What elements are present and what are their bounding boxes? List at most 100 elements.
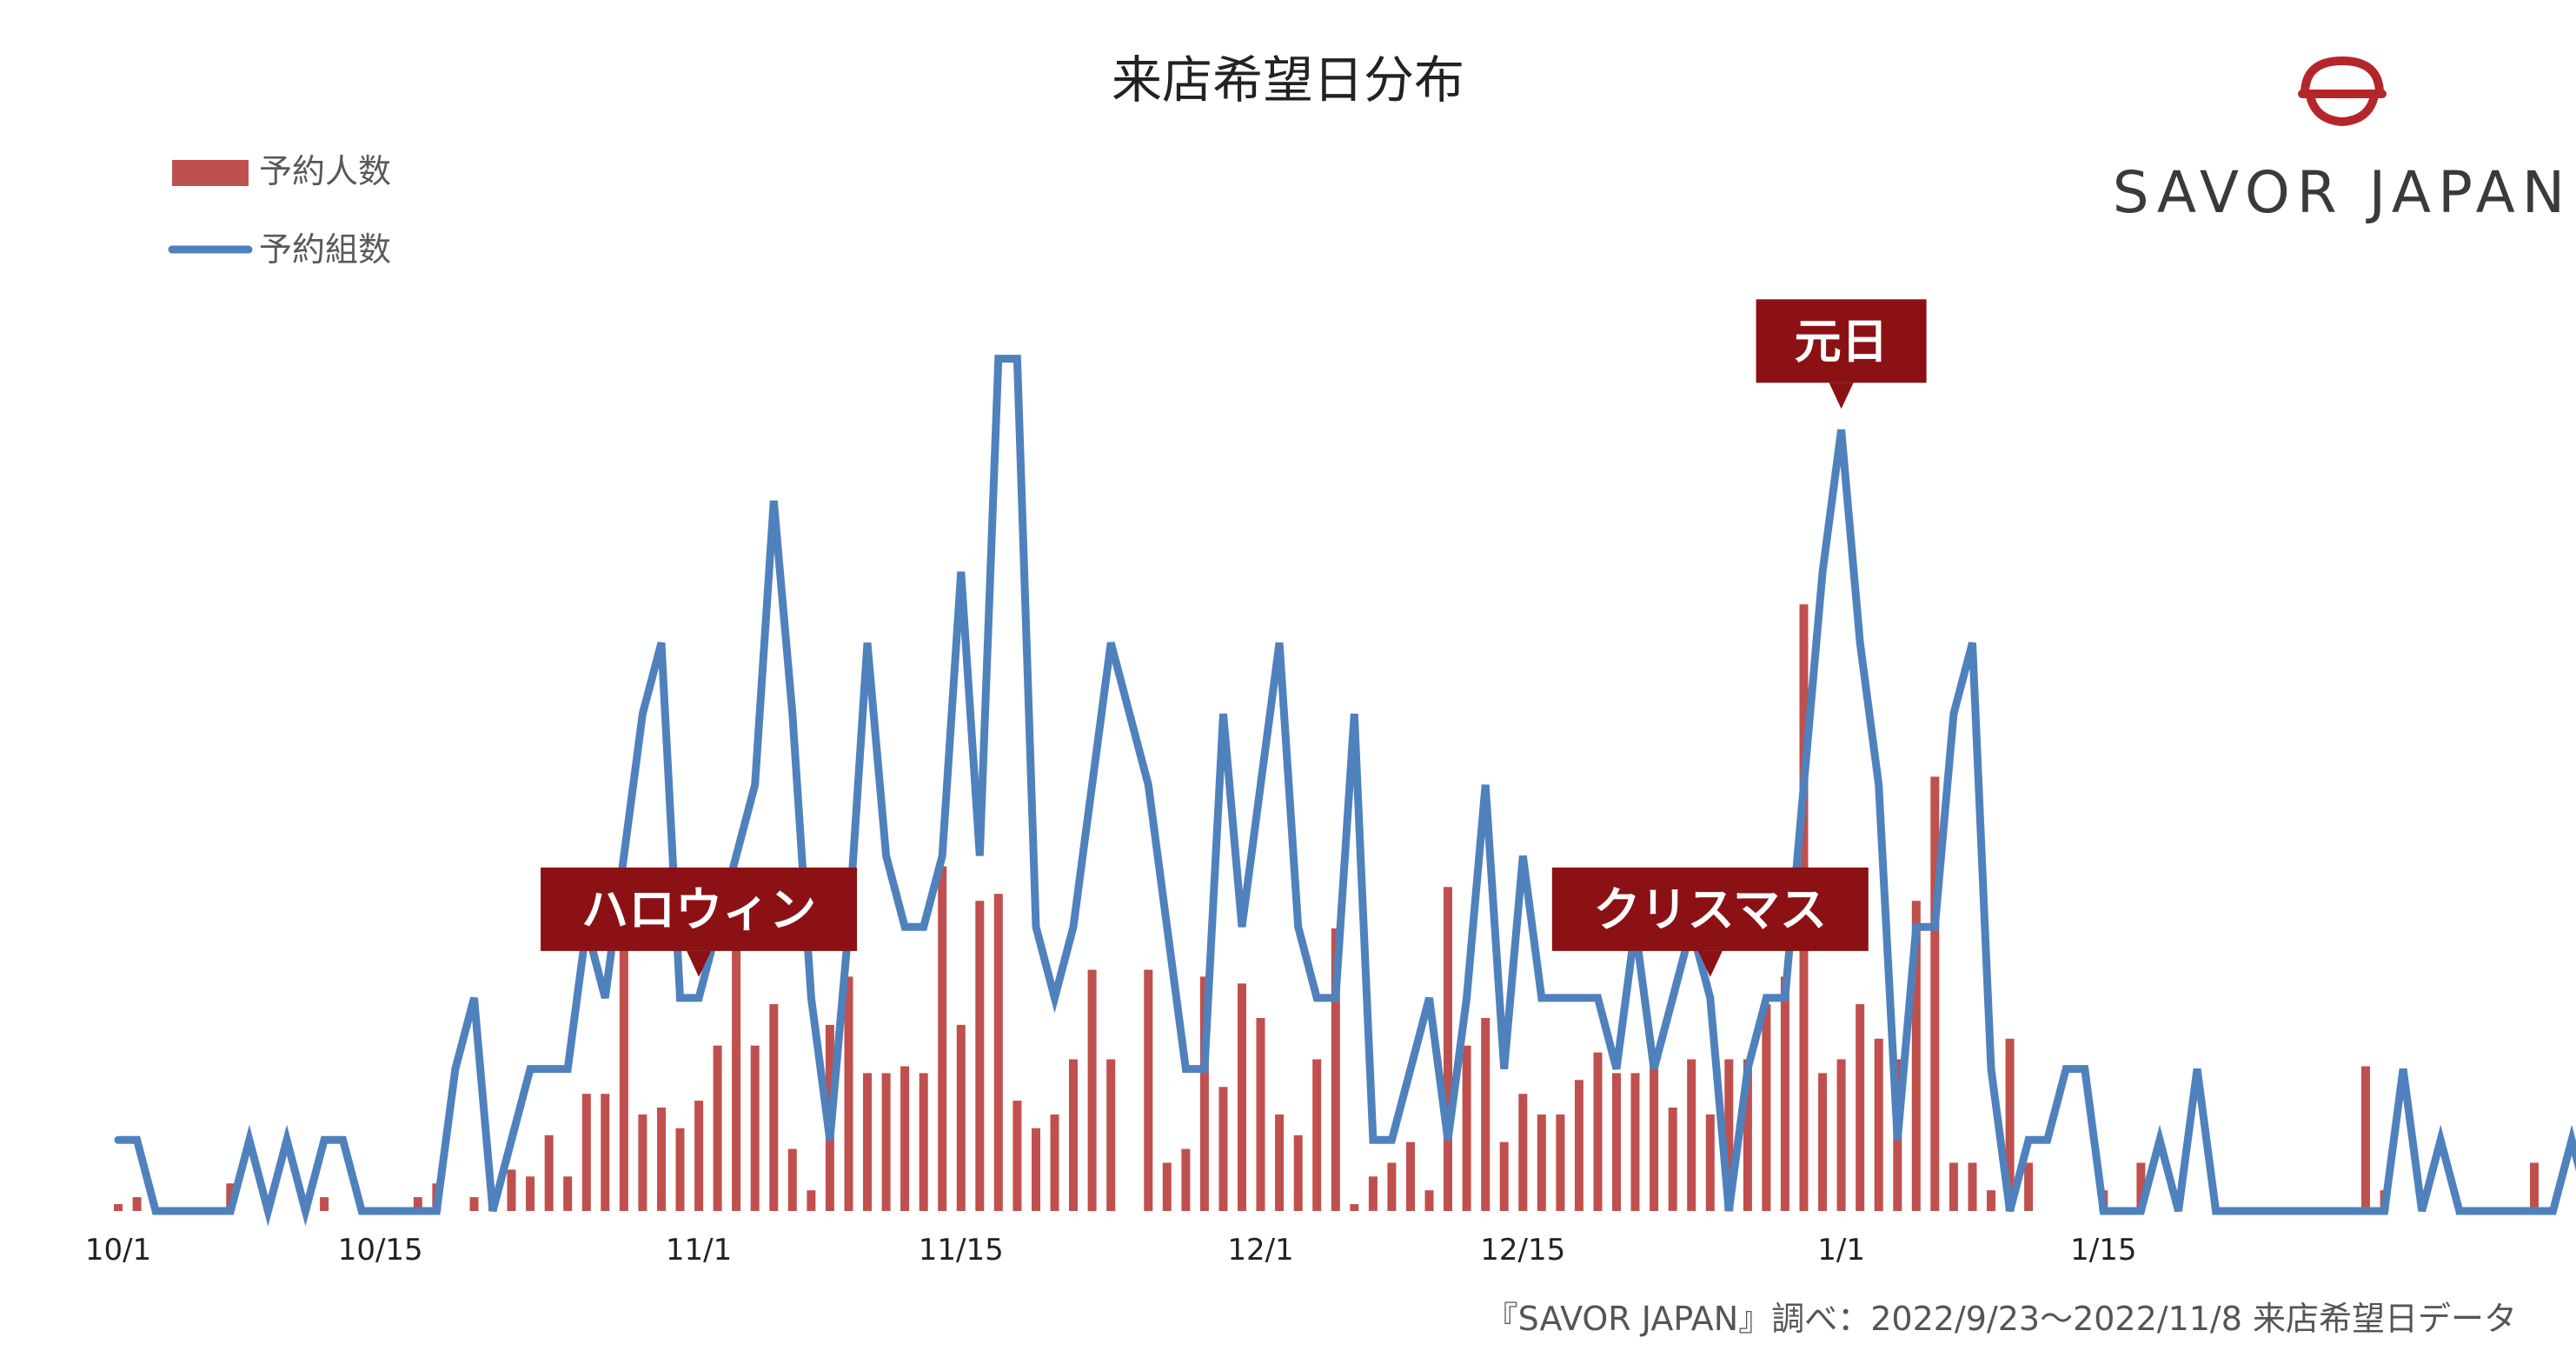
bar: [1911, 901, 1921, 1211]
bar: [1499, 1141, 1509, 1211]
annotations: ハロウィン クリスマス 元日: [541, 299, 1927, 977]
bar: [1406, 1141, 1415, 1211]
bar: [1930, 776, 1940, 1211]
x-axis-ticks: 10/1 10/15 11/1 11/15 12/1 12/15 1/1 1/15: [85, 1233, 2137, 1268]
x-tick-label: 11/1: [666, 1233, 732, 1268]
bar: [1144, 969, 1153, 1212]
bar: [1462, 1045, 1471, 1211]
annotation-label: クリスマス: [1594, 882, 1827, 937]
bar: [1032, 1128, 1040, 1211]
bar: [1537, 1114, 1546, 1211]
bar: [713, 1045, 722, 1211]
logo: SAVOR JAPAN: [2113, 56, 2572, 226]
bar: [1256, 1018, 1265, 1211]
annotation-label: 元日: [1795, 314, 1889, 369]
bar: [1593, 1052, 1603, 1211]
bar: [1556, 1114, 1565, 1211]
legend-bar-swatch: [172, 160, 249, 186]
legend-line-label: 予約組数: [259, 230, 391, 269]
bar: [2005, 1038, 2015, 1212]
bar: [526, 1176, 535, 1211]
bar: [1106, 1059, 1116, 1211]
annotation-pointer: [1697, 950, 1723, 977]
bar: [1612, 1073, 1621, 1211]
bar: [638, 1114, 647, 1211]
x-tick-label: 12/15: [1480, 1233, 1565, 1268]
bar: [1574, 1080, 1583, 1211]
bar: [507, 1169, 516, 1211]
bar: [863, 1073, 872, 1211]
x-tick-label: 12/1: [1227, 1233, 1293, 1268]
bar: [544, 1134, 554, 1211]
bar: [1780, 976, 1789, 1211]
logo-mark-icon: [2298, 56, 2387, 127]
bar: [1162, 1162, 1172, 1211]
bar: [919, 1073, 928, 1211]
bar: [900, 1066, 910, 1211]
bar: [563, 1176, 573, 1211]
annotation-box: [1756, 299, 1927, 383]
bar: [1069, 1059, 1078, 1211]
annotation-pointer: [687, 950, 712, 977]
bar: [732, 901, 741, 1211]
legend: 予約人数 予約組数: [168, 152, 391, 269]
bar: [2136, 1162, 2146, 1211]
bar: [1949, 1162, 1958, 1211]
bar: [1275, 1114, 1285, 1211]
bar: [2024, 1162, 2034, 1211]
bar: [1238, 983, 1246, 1211]
source-note: 『SAVOR JAPAN』調べ：2022/9/23～2022/11/8 来店希望…: [1485, 1300, 2517, 1338]
bar: [2530, 1162, 2539, 1211]
bar: [469, 1197, 479, 1211]
annotation-label: ハロウィン: [581, 882, 816, 937]
bar: [1743, 1059, 1752, 1211]
bar: [1387, 1162, 1397, 1211]
annotation-box: [541, 867, 858, 951]
bar: [1856, 1004, 1865, 1211]
bar: [1331, 928, 1340, 1211]
bar: [1630, 1073, 1640, 1211]
bar: [881, 1073, 891, 1211]
bar: [1987, 1190, 1995, 1211]
bar: [787, 1148, 797, 1211]
bar: [114, 1204, 123, 1211]
bar: [1650, 1059, 1659, 1211]
bar: [1050, 1114, 1059, 1211]
bar: [844, 976, 853, 1211]
bar: [1874, 1038, 1883, 1212]
bar: [1218, 1087, 1228, 1211]
bar: [938, 866, 947, 1211]
bar: [132, 1197, 142, 1211]
bar: [1199, 976, 1209, 1211]
bar: [320, 1197, 329, 1211]
bar: [993, 894, 1003, 1211]
bar: [1762, 1004, 1771, 1211]
bar: [750, 1045, 760, 1211]
bar: [413, 1197, 422, 1211]
bar: [1724, 1059, 1734, 1211]
legend-bar-label: 予約人数: [259, 152, 391, 190]
bar: [1818, 1073, 1828, 1211]
logo-text: SAVOR JAPAN: [2113, 159, 2572, 226]
bar: [1181, 1148, 1191, 1211]
bar: [807, 1190, 816, 1211]
line-path: [114, 355, 2576, 1227]
bar: [1668, 1108, 1677, 1211]
bar: [694, 1101, 704, 1211]
bar: [657, 1108, 666, 1211]
x-tick-label: 10/15: [338, 1233, 423, 1268]
line-series: [114, 355, 2576, 1227]
bar: [581, 1094, 591, 1211]
bar: [619, 901, 628, 1211]
bar: [1087, 969, 1097, 1212]
bar: [1968, 1162, 1977, 1211]
bar: [1350, 1204, 1359, 1211]
bar: [1836, 1059, 1846, 1211]
bar: [956, 1024, 966, 1211]
x-tick-label: 11/15: [919, 1233, 1004, 1268]
bar: [1444, 887, 1452, 1211]
x-tick-label: 1/1: [1817, 1233, 1865, 1268]
annotation-box: [1551, 867, 1869, 951]
chart-title: 来店希望日分布: [1112, 50, 1464, 110]
bar: [1368, 1176, 1378, 1211]
